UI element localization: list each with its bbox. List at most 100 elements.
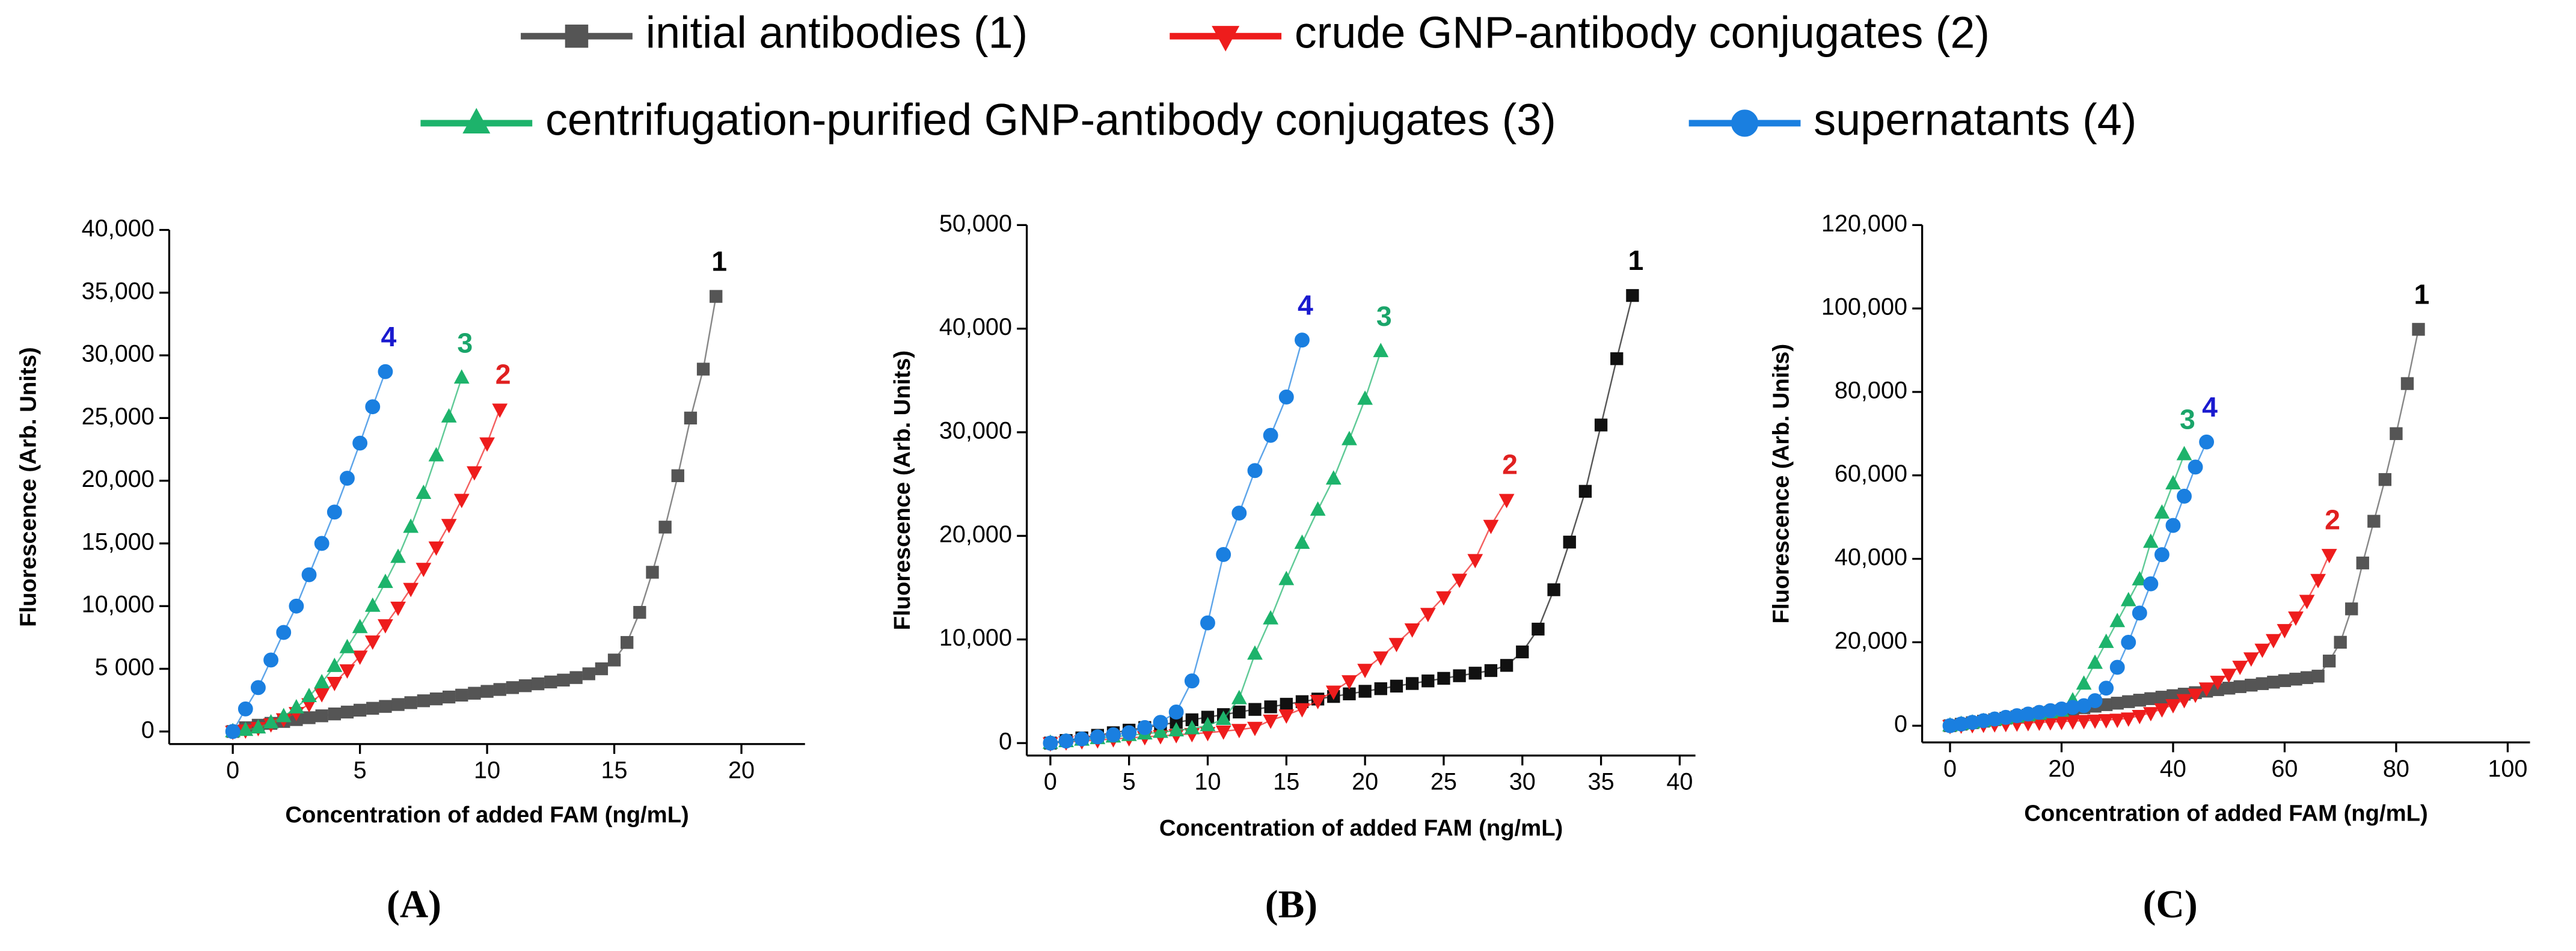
marker: [2390, 427, 2403, 441]
y-tick-label: 20,000: [1835, 628, 1907, 654]
series-line: [1050, 295, 1634, 744]
marker: [696, 362, 710, 376]
marker: [1153, 715, 1168, 730]
marker: [479, 437, 495, 452]
curve-label: 1: [711, 246, 727, 277]
marker: [2109, 659, 2125, 675]
marker: [1137, 720, 1153, 735]
marker: [1310, 501, 1326, 516]
marker: [557, 673, 570, 687]
marker: [2109, 714, 2126, 729]
y-tick-label: 20,000: [82, 466, 155, 492]
marker: [2099, 680, 2114, 696]
marker: [2198, 682, 2215, 697]
marker: [1325, 470, 1342, 485]
x-tick-label: 40: [2160, 756, 2186, 782]
marker: [1373, 651, 1389, 666]
y-tick-label: 35,000: [82, 278, 155, 304]
curve-label: 3: [457, 327, 473, 358]
y-tick-label: 40,000: [1835, 544, 1907, 570]
marker: [2154, 703, 2170, 718]
series-line: [1050, 499, 1507, 744]
marker: [2400, 377, 2414, 390]
marker: [441, 519, 457, 534]
y-axis-title: Fluorescence (Arb. Units): [889, 350, 915, 630]
marker: [1578, 485, 1592, 498]
marker: [2132, 570, 2148, 586]
marker: [2322, 654, 2336, 668]
marker: [2154, 504, 2170, 519]
series-line: [1949, 329, 2420, 727]
marker: [2378, 473, 2392, 486]
marker: [288, 699, 304, 714]
legend-label: initial antibodies (1): [646, 8, 1028, 58]
legend-label: supernatants (4): [1814, 94, 2136, 144]
y-tick-label: 60,000: [1835, 460, 1907, 487]
marker: [2165, 475, 2181, 490]
x-tick-label: 80: [2383, 756, 2409, 782]
legend-marker: [1212, 26, 1240, 52]
marker: [2310, 573, 2326, 589]
curve-label: 2: [495, 358, 511, 390]
y-tick-label: 50,000: [939, 210, 1012, 237]
marker: [364, 597, 381, 612]
marker: [251, 680, 266, 696]
marker: [671, 469, 684, 483]
marker: [1247, 721, 1263, 736]
marker: [379, 700, 392, 713]
marker: [238, 701, 253, 717]
marker: [1106, 727, 1121, 742]
marker: [2087, 714, 2103, 729]
marker: [1436, 591, 1452, 606]
marker: [2243, 652, 2259, 667]
y-tick-label: 0: [999, 729, 1012, 755]
marker: [1405, 677, 1419, 690]
x-tick-label: 0: [226, 757, 239, 784]
marker: [404, 696, 417, 709]
marker: [1310, 694, 1326, 709]
curve-label: 4: [381, 321, 396, 352]
marker: [1484, 664, 1498, 677]
marker: [1516, 645, 1529, 659]
x-tick-label: 100: [2488, 756, 2527, 782]
curve-label: 2: [2325, 504, 2340, 535]
marker: [1278, 390, 1294, 405]
marker: [455, 688, 468, 702]
marker: [569, 671, 583, 684]
marker: [2176, 445, 2192, 460]
marker: [1090, 729, 1105, 745]
marker: [364, 635, 381, 650]
marker: [2311, 670, 2325, 683]
marker: [352, 619, 368, 634]
marker: [340, 471, 355, 486]
marker: [607, 653, 621, 667]
marker: [2289, 673, 2302, 686]
marker: [1233, 705, 1246, 719]
marker: [2356, 556, 2369, 570]
marker: [1294, 703, 1310, 718]
marker: [238, 721, 254, 736]
y-tick-label: 10,000: [939, 625, 1012, 651]
marker: [1610, 352, 1624, 365]
marker: [2165, 699, 2181, 714]
panel-caption: (A): [387, 883, 441, 926]
y-tick-label: 40,000: [82, 215, 155, 242]
x-tick-label: 25: [1431, 769, 1457, 795]
marker: [1264, 700, 1277, 714]
marker: [314, 674, 330, 688]
marker: [2132, 605, 2147, 621]
marker: [340, 705, 354, 719]
marker: [1390, 679, 1403, 693]
marker: [2321, 549, 2337, 564]
marker: [327, 504, 342, 520]
marker: [403, 583, 419, 598]
marker: [1498, 494, 1515, 509]
x-tick-label: 40: [1666, 769, 1693, 795]
marker: [391, 698, 405, 711]
x-tick-label: 15: [1273, 769, 1299, 795]
marker: [710, 290, 723, 303]
curve-label: 4: [1298, 289, 1313, 320]
marker: [403, 518, 419, 533]
marker: [429, 692, 443, 706]
marker: [1468, 667, 1482, 680]
